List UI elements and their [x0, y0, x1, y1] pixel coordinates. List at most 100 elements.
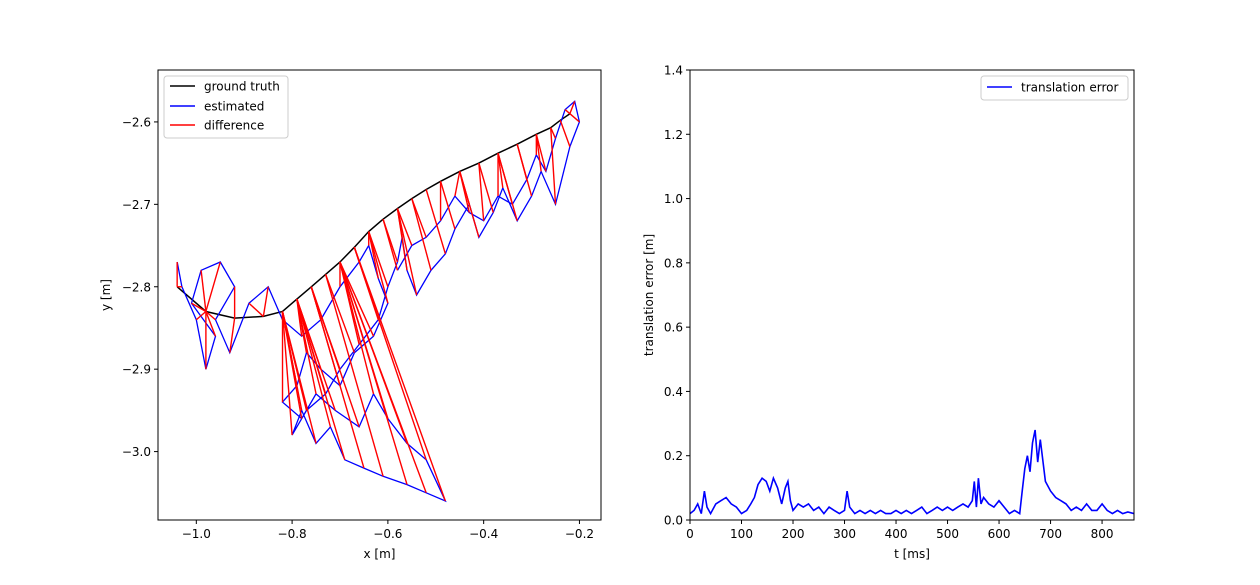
legend-label-ground-truth: ground truth — [204, 80, 280, 94]
error-x-tick-label: 800 — [1091, 527, 1114, 541]
error-plot-frame — [689, 69, 1135, 521]
difference-segment — [281, 311, 303, 411]
difference-segment — [569, 113, 580, 123]
legend-box — [163, 75, 289, 139]
difference-segment — [324, 274, 384, 477]
difference-segment — [248, 302, 264, 317]
error-x-tick-label: 300 — [833, 527, 856, 541]
difference-segment — [569, 101, 576, 114]
difference-segment — [262, 286, 269, 317]
difference-segment — [339, 261, 375, 337]
difference-segment — [339, 261, 427, 494]
difference-segment — [296, 298, 317, 395]
difference-segment — [310, 286, 365, 469]
error-y-axis-label: translation error [m] — [642, 234, 656, 356]
difference-segment — [296, 298, 327, 395]
error-y-tick-label: 1.4 — [664, 64, 683, 78]
trajectory-x-tick-label: −0.4 — [469, 527, 498, 541]
error-y-tick-label: 1.0 — [664, 192, 683, 206]
difference-segment — [497, 153, 514, 205]
difference-segment — [497, 153, 504, 188]
difference-segment — [559, 120, 571, 147]
trajectory-plot: −1.0 −0.8 −0.6 −0.4 −0.2 −2.6 −2.7 −2.8 −2.9 −3.0… — [99, 69, 602, 561]
difference-segment — [368, 231, 389, 304]
difference-segment — [296, 298, 332, 428]
error-x-tick-label: 500 — [936, 527, 959, 541]
error-y-tick-label: 0.6 — [664, 321, 683, 335]
difference-segment — [382, 218, 399, 271]
difference-segment — [281, 311, 308, 411]
error-x-tick-label: 400 — [885, 527, 908, 541]
trajectory-axis-ticks: −1.0 −0.8 −0.6 −0.4 −0.2 −2.6 −2.7 −2.8 −2.9 −3.0 — [122, 115, 594, 541]
difference-segment — [229, 317, 236, 353]
trajectory-data — [176, 100, 581, 503]
error-x-tick-label: 700 — [1039, 527, 1062, 541]
ground-truth-line — [176, 113, 571, 319]
legend-label-difference: difference — [204, 119, 264, 133]
estimated-line — [176, 100, 581, 503]
error-data — [690, 429, 1134, 516]
trajectory-x-tick-label: −1.0 — [182, 527, 211, 541]
difference-segment — [439, 181, 456, 230]
difference-segment — [200, 270, 207, 312]
difference-segment — [205, 311, 217, 337]
trajectory-y-tick-label: −2.7 — [122, 198, 151, 212]
difference-segment — [478, 162, 494, 213]
difference-segment — [550, 127, 557, 139]
difference-segment — [339, 261, 408, 485]
difference-segment — [459, 171, 470, 213]
error-x-tick-label: 0 — [686, 527, 694, 541]
error-x-tick-label: 200 — [782, 527, 805, 541]
difference-lines — [176, 101, 580, 502]
error-legend: translation error — [980, 75, 1129, 101]
trajectory-plot-frame — [157, 69, 602, 521]
error-x-axis-label: t [ms] — [894, 547, 930, 561]
error-y-tick-label: 1.2 — [664, 128, 683, 142]
legend-box — [980, 75, 1129, 101]
error-x-tick-label: 100 — [730, 527, 753, 541]
difference-segment — [535, 134, 542, 172]
trajectory-y-tick-label: −3.0 — [122, 445, 151, 459]
error-y-tick-label: 0.4 — [664, 385, 683, 399]
difference-segment — [296, 298, 336, 411]
difference-segment — [281, 311, 293, 436]
error-x-tick-label: 600 — [988, 527, 1011, 541]
difference-segment — [478, 163, 485, 221]
difference-segment — [339, 261, 360, 345]
trajectory-legend: ground truth estimated difference — [163, 75, 289, 139]
error-axis-ticks: 0 100 200 300 400 500 600 700 800 0.0 0.2 0.4 0.6 0.8… — [664, 64, 1114, 542]
legend-label-translation-error: translation error — [1021, 81, 1118, 95]
difference-segment — [411, 198, 432, 271]
trajectory-x-tick-label: −0.2 — [565, 527, 594, 541]
trajectory-y-tick-label: −2.6 — [122, 115, 151, 129]
difference-segment — [425, 189, 447, 254]
error-y-tick-label: 0.8 — [664, 256, 683, 270]
trajectory-y-tick-label: −2.9 — [122, 363, 151, 377]
difference-segment — [205, 261, 221, 312]
difference-segment — [191, 302, 207, 313]
difference-segment — [205, 310, 216, 321]
difference-segment — [324, 274, 356, 353]
difference-segment — [564, 109, 571, 115]
trajectory-y-axis-label: y [m] — [99, 279, 113, 311]
error-plot: 0 100 200 300 400 500 600 700 800 0.0 0.2 0.4 0.6 0.8… — [642, 64, 1135, 561]
difference-segment — [411, 198, 427, 238]
difference-segment — [310, 286, 341, 370]
legend-label-estimated: estimated — [204, 100, 264, 114]
error-y-tick-label: 0.2 — [664, 449, 683, 463]
difference-segment — [454, 171, 461, 197]
difference-segment — [195, 310, 207, 321]
difference-segment — [353, 246, 447, 502]
difference-segment — [368, 231, 389, 287]
trajectory-x-tick-label: −0.6 — [373, 527, 402, 541]
difference-segment — [516, 143, 528, 180]
difference-segment — [550, 127, 557, 205]
difference-segment — [396, 208, 413, 246]
error-y-tick-label: 0.0 — [664, 514, 683, 528]
trajectory-x-tick-label: −0.8 — [278, 527, 307, 541]
difference-segment — [353, 246, 379, 320]
trajectory-x-axis-label: x [m] — [364, 547, 396, 561]
difference-segment — [535, 134, 547, 172]
trajectory-y-tick-label: −2.8 — [122, 280, 151, 294]
